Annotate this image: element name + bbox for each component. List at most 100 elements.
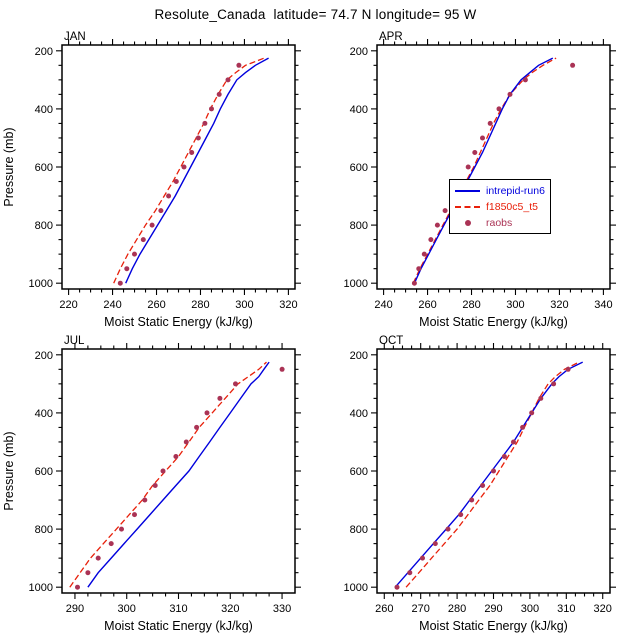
raobs-dot bbox=[132, 251, 137, 257]
y-tick-label: 800 bbox=[35, 220, 53, 232]
raobs-dot bbox=[132, 512, 137, 518]
series-line-f1850c5_t5 bbox=[69, 361, 267, 588]
raobs-dot bbox=[173, 179, 179, 184]
series-line-f1850c5_t5 bbox=[412, 57, 557, 284]
raobs-dot bbox=[538, 395, 544, 401]
raobs-dot bbox=[166, 193, 172, 199]
panel-month-label: JUL bbox=[64, 335, 85, 347]
raobs-dot bbox=[445, 526, 451, 532]
y-tick-label: 1000 bbox=[344, 582, 368, 594]
axis-text: 240 260 280 300 320 340 200 400 600 800 1000 APR Moi… bbox=[344, 31, 613, 329]
x-tick-label: 300 bbox=[235, 299, 253, 311]
raobs-dot bbox=[183, 439, 189, 445]
y-tick-label: 800 bbox=[35, 524, 53, 536]
raobs-dot bbox=[142, 497, 148, 503]
plot-jul: 290 300 310 320 330 200 400 600 800 1000 JUL Moist … bbox=[2, 335, 301, 633]
x-axis-label: Moist Static Energy (kJ/kg) bbox=[104, 315, 253, 329]
plot-frame bbox=[61, 44, 296, 290]
raobs-dot bbox=[152, 483, 158, 488]
legend-label-raobs: raobs bbox=[486, 216, 513, 229]
y-tick-label: 200 bbox=[35, 350, 53, 362]
series-line-intrepid-run6 bbox=[87, 361, 270, 588]
y-axis-label: Pressure (mb) bbox=[2, 127, 16, 206]
series-line-intrepid-run6 bbox=[125, 57, 269, 284]
x-tick-label: 320 bbox=[279, 299, 297, 311]
raobs-dot bbox=[149, 222, 155, 228]
y-tick-label: 200 bbox=[350, 350, 368, 362]
legend-item-f1850c5-t5: f1850c5_t5 bbox=[455, 200, 545, 213]
x-tick-label: 300 bbox=[118, 603, 136, 615]
y-tick-label: 400 bbox=[35, 408, 53, 420]
x-tick-label: 340 bbox=[594, 299, 612, 311]
y-tick-label: 600 bbox=[350, 466, 368, 478]
tick-marks bbox=[56, 343, 301, 599]
x-tick-label: 240 bbox=[374, 299, 392, 311]
raobs-dot bbox=[434, 222, 440, 228]
axis-text: 260 270 280 290 300 310 320 200 400 600 800 1000 OCT… bbox=[344, 335, 612, 633]
raobs-dot bbox=[411, 280, 417, 286]
x-tick-label: 320 bbox=[221, 603, 239, 615]
x-tick-label: 260 bbox=[375, 603, 393, 615]
raobs-dot bbox=[117, 280, 123, 286]
y-tick-label: 200 bbox=[35, 46, 53, 58]
legend-label-intrepid-run6: intrepid-run6 bbox=[486, 184, 545, 197]
legend-swatch-dashed-line-icon bbox=[455, 205, 480, 208]
legend-swatch-solid-line-icon bbox=[455, 189, 480, 192]
plot-frame bbox=[61, 348, 296, 594]
raobs-dot bbox=[202, 120, 208, 126]
plot-jan: 220 240 260 280 300 320 200 400 600 800 1000 JAN Moi… bbox=[2, 31, 301, 329]
y-tick-label: 800 bbox=[350, 220, 368, 232]
y-tick-label: 400 bbox=[350, 104, 368, 116]
series-line-f1850c5_t5 bbox=[405, 361, 580, 588]
raobs-dot bbox=[124, 266, 130, 272]
raobs-dot bbox=[520, 424, 526, 430]
panel-month-label: OCT bbox=[379, 335, 403, 347]
raobs-dot bbox=[236, 62, 242, 68]
raobs-dot bbox=[95, 555, 101, 561]
panels-grid: 220 240 260 280 300 320 200 400 600 800 1000 JAN Moi… bbox=[0, 29, 631, 637]
series-line-intrepid-run6 bbox=[413, 57, 554, 284]
panel-apr: 240 260 280 300 320 340 200 400 600 800 1000 APR Moi… bbox=[315, 29, 630, 333]
plot-apr: 240 260 280 300 320 340 200 400 600 800 1000 APR Moi… bbox=[344, 31, 616, 329]
x-tick-label: 280 bbox=[462, 299, 480, 311]
x-axis-label: Moist Static Energy (kJ/kg) bbox=[419, 315, 568, 329]
raobs-dot bbox=[565, 366, 571, 372]
raobs-dot bbox=[216, 91, 222, 97]
x-tick-label: 240 bbox=[103, 299, 121, 311]
y-tick-label: 1000 bbox=[29, 278, 53, 290]
raobs-dot bbox=[209, 106, 214, 112]
plot-frame bbox=[376, 44, 611, 290]
raobs-dot bbox=[233, 381, 238, 387]
raobs-dot bbox=[108, 541, 114, 547]
axis-text: 220 240 260 280 300 320 200 400 600 800 1000 JAN Moi… bbox=[2, 31, 298, 329]
raobs-dot bbox=[570, 62, 576, 68]
x-tick-label: 300 bbox=[506, 299, 524, 311]
raobs-dot bbox=[529, 410, 535, 416]
legend-item-raobs: raobs bbox=[455, 216, 545, 229]
y-tick-label: 600 bbox=[35, 466, 53, 478]
raobs-dot bbox=[442, 208, 448, 214]
raobs-dot bbox=[496, 106, 502, 112]
legend-swatch-dot-icon bbox=[455, 219, 480, 226]
x-tick-label: 280 bbox=[191, 299, 209, 311]
y-tick-label: 800 bbox=[350, 524, 368, 536]
panel-month-label: JAN bbox=[64, 31, 86, 43]
panel-jan: 220 240 260 280 300 320 200 400 600 800 1000 JAN Moi… bbox=[0, 29, 315, 333]
raobs-dot bbox=[458, 512, 464, 518]
panel-oct: 260 270 280 290 300 310 320 200 400 600 800 1000 OCT… bbox=[315, 333, 630, 637]
raobs-dot bbox=[75, 584, 80, 590]
x-tick-label: 290 bbox=[484, 603, 502, 615]
x-tick-label: 260 bbox=[147, 299, 165, 311]
raobs-dot bbox=[181, 164, 187, 170]
raobs-dot bbox=[428, 237, 434, 243]
x-tick-label: 260 bbox=[418, 299, 436, 311]
raobs-dot bbox=[501, 454, 507, 459]
plot-oct: 260 270 280 290 300 310 320 200 400 600 800 1000 OCT… bbox=[344, 335, 616, 633]
raobs-dot bbox=[469, 497, 475, 503]
figure-title: Resolute_Canada latitude= 74.7 N longitu… bbox=[154, 7, 477, 22]
tick-marks bbox=[56, 39, 301, 295]
raobs-dot bbox=[507, 91, 513, 97]
raobs-dot bbox=[85, 570, 91, 576]
x-tick-label: 310 bbox=[557, 603, 575, 615]
